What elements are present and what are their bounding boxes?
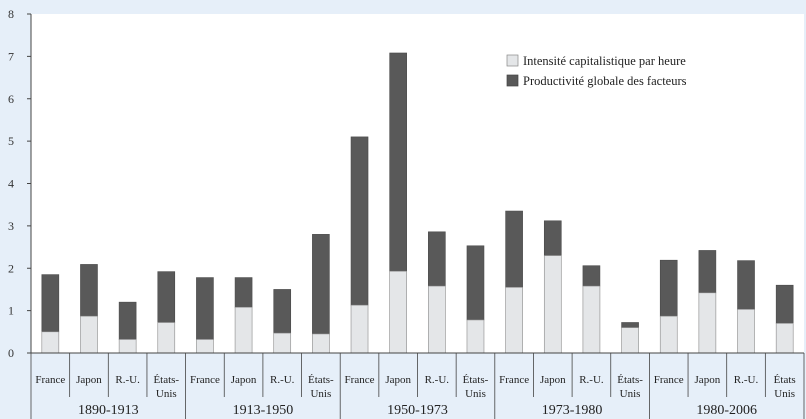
bar-segment-tfp — [118, 301, 137, 340]
bar-segment-tfp — [234, 277, 253, 308]
category-label: Japon — [695, 374, 721, 386]
bar-segment-tfp — [80, 264, 98, 317]
category-label: États- — [463, 374, 489, 386]
bar-segment-tfp — [621, 322, 639, 328]
period-label: 1950-1973 — [387, 403, 448, 418]
category-label: Unis — [620, 388, 641, 400]
bar-segment-tfp — [505, 210, 523, 288]
bar-segment-capital — [41, 331, 60, 354]
category-label: Japon — [76, 374, 102, 386]
bar-segment-capital — [273, 332, 292, 354]
bar-segment-tfp — [698, 250, 717, 294]
category-label: États — [774, 374, 796, 386]
bar-segment-tfp — [582, 265, 601, 287]
bar-segment-capital — [582, 285, 601, 354]
bar-segment-capital — [118, 339, 137, 354]
bar-segment-tfp — [41, 274, 60, 333]
bar-segment-capital — [621, 327, 639, 354]
category-label: Japon — [385, 374, 411, 386]
y-tick-label: 8 — [8, 7, 14, 21]
category-label: France — [654, 374, 684, 386]
bar-segment-capital — [428, 285, 446, 354]
bar-segment-tfp — [428, 231, 446, 287]
bar-segment-capital — [350, 304, 369, 354]
bar-segment-capital — [157, 322, 176, 354]
bar-segment-capital — [312, 333, 330, 354]
category-label: Japon — [231, 374, 257, 386]
period-label: 1913-1950 — [233, 403, 294, 418]
bar-segment-tfp — [659, 259, 678, 317]
y-tick-label: 7 — [8, 49, 14, 63]
category-label: R.-U. — [734, 374, 759, 386]
bar-segment-tfp — [775, 284, 794, 324]
plot-area — [31, 14, 804, 353]
bar-segment-tfp — [350, 136, 369, 306]
bar-segment-capital — [234, 306, 253, 354]
category-label: Unis — [156, 388, 177, 400]
category-label: États- — [617, 374, 643, 386]
category-label: France — [499, 374, 529, 386]
period-label: 1980-2006 — [696, 403, 757, 418]
y-tick-label: 5 — [8, 134, 14, 148]
y-tick-label: 3 — [8, 219, 14, 233]
bar-segment-tfp — [157, 271, 176, 323]
y-tick-label: 6 — [8, 92, 14, 106]
legend-swatch — [506, 74, 519, 87]
bar-segment-capital — [775, 323, 794, 354]
y-tick-label: 1 — [8, 304, 14, 318]
category-label: Japon — [540, 374, 566, 386]
bar-segment-capital — [505, 287, 523, 354]
bar-segment-tfp — [196, 277, 214, 340]
y-tick-label: 4 — [8, 177, 14, 191]
legend-label: Productivité globale des facteurs — [523, 74, 687, 88]
bar-segment-tfp — [737, 260, 755, 310]
bar-segment-tfp — [273, 289, 292, 334]
bar-segment-capital — [698, 292, 717, 354]
category-label: R.-U. — [115, 374, 140, 386]
category-label: Unis — [774, 388, 795, 400]
legend-label: Intensité capitalistique par heure — [523, 54, 686, 68]
bar-segment-tfp — [312, 234, 330, 335]
category-label: France — [345, 374, 375, 386]
category-label: États- — [153, 374, 179, 386]
bar-segment-capital — [80, 315, 98, 354]
bar-segment-capital — [466, 319, 485, 354]
bar-segment-capital — [543, 255, 562, 354]
period-label: 1890-1913 — [78, 403, 139, 418]
bar-segment-tfp — [389, 52, 407, 272]
category-label: France — [190, 374, 220, 386]
category-label: R.-U. — [270, 374, 295, 386]
category-label: Unis — [465, 388, 486, 400]
category-label: Unis — [310, 388, 331, 400]
bar-segment-capital — [737, 309, 755, 354]
bar-segment-capital — [196, 339, 214, 354]
legend-swatch — [506, 54, 519, 67]
category-label: États- — [308, 374, 334, 386]
bar-segment-tfp — [466, 245, 485, 321]
bar-segment-capital — [389, 270, 407, 354]
y-tick-label: 0 — [8, 346, 14, 360]
bar-segment-capital — [659, 315, 678, 354]
category-label: R.-U. — [579, 374, 604, 386]
y-tick-label: 2 — [8, 261, 14, 275]
category-label: France — [35, 374, 65, 386]
category-label: R.-U. — [425, 374, 450, 386]
bar-segment-tfp — [543, 220, 562, 256]
period-label: 1973-1980 — [542, 403, 603, 418]
